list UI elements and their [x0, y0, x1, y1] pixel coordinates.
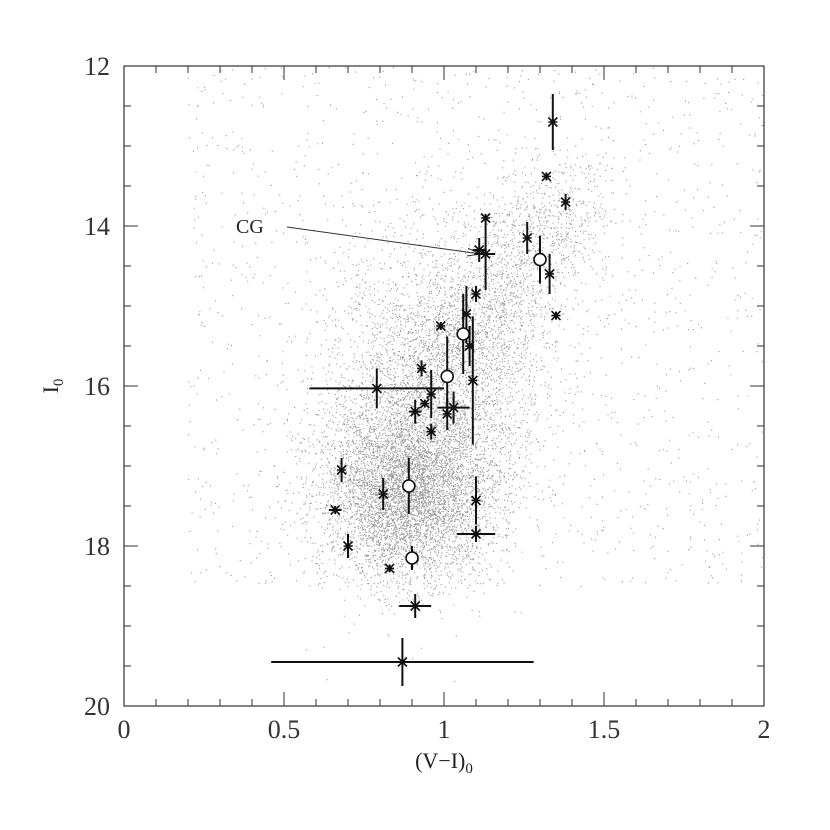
cross-point [467, 316, 478, 445]
cross-point [547, 94, 558, 150]
cross-marker [480, 248, 491, 260]
cross-point [336, 458, 347, 482]
cross-marker [336, 464, 347, 476]
y-tick-label: 12 [84, 52, 110, 81]
cross-point [435, 320, 446, 332]
axis-ticks [123, 65, 765, 707]
cross-marker [470, 495, 482, 506]
y-tick-label: 14 [84, 212, 110, 241]
circle-marker [456, 327, 471, 341]
x-tick-label: 2 [758, 715, 771, 744]
cross-marker [522, 232, 533, 244]
circle-marker [405, 551, 419, 565]
cross-point [470, 476, 482, 525]
cross-point [328, 504, 342, 516]
cg-label: CG [236, 216, 264, 238]
circle-point [456, 294, 471, 374]
cross-marker [378, 488, 389, 500]
x-tick-label: 1.5 [588, 715, 621, 744]
x-tick-label: 1 [438, 715, 451, 744]
cross-marker [467, 375, 478, 386]
y-tick-label: 18 [84, 532, 110, 561]
cross-point [399, 594, 432, 618]
circle-marker [440, 369, 455, 384]
x-tick-label: 0 [118, 715, 131, 744]
cross-point [456, 526, 496, 542]
cross-marker [470, 528, 482, 540]
cross-point [342, 534, 354, 558]
cross-point [426, 423, 437, 440]
cross-point [309, 368, 444, 409]
cg-arrow [286, 226, 481, 255]
cross-marker [342, 540, 354, 552]
x-tick-labels: 0 0.5 1 1.5 2 [118, 715, 771, 744]
circle-point [440, 336, 455, 417]
cross-point [437, 391, 470, 424]
cross-point [378, 478, 389, 510]
cross-marker [397, 656, 408, 668]
cross-marker [330, 504, 341, 516]
cross-point [470, 286, 482, 302]
cross-point [550, 310, 562, 321]
cross-point [541, 171, 552, 182]
x-tick-label: 0.5 [268, 715, 301, 744]
cross-marker [410, 600, 421, 612]
cross-marker [547, 116, 558, 128]
cross-point [419, 398, 430, 409]
cross-marker [384, 563, 395, 574]
circle-marker [533, 252, 547, 267]
cross-marker [371, 383, 382, 394]
cross-point [271, 638, 534, 686]
cross-marker [470, 288, 482, 300]
cross-marker [416, 363, 427, 374]
y-tick-label: 16 [84, 372, 110, 401]
cross-point [426, 370, 437, 418]
cross-marker [426, 388, 437, 400]
cross-marker [550, 310, 562, 321]
cross-point [408, 399, 422, 424]
circle-point [405, 546, 419, 570]
y-tick-labels: 12 14 16 18 20 [84, 52, 110, 721]
cross-marker [426, 426, 437, 437]
cross-point [384, 563, 395, 574]
cross-marker [560, 196, 571, 208]
cross-point [560, 194, 571, 210]
cross-marker [544, 268, 555, 280]
cross-marker [435, 320, 446, 332]
cross-point [416, 360, 427, 377]
circle-point [401, 458, 416, 514]
y-tick-label: 20 [84, 692, 110, 721]
cross-point [476, 218, 496, 290]
cross-point [522, 222, 533, 254]
circle-point [533, 235, 547, 284]
cross-marker [541, 171, 552, 182]
data-points [271, 94, 571, 686]
cross-marker [410, 406, 421, 417]
circle-marker [401, 479, 416, 493]
cross-marker [419, 398, 430, 409]
x-axis-label: (V−I)0 [415, 748, 473, 777]
y-axis-label: I0 [38, 379, 67, 394]
cross-point [544, 254, 555, 294]
